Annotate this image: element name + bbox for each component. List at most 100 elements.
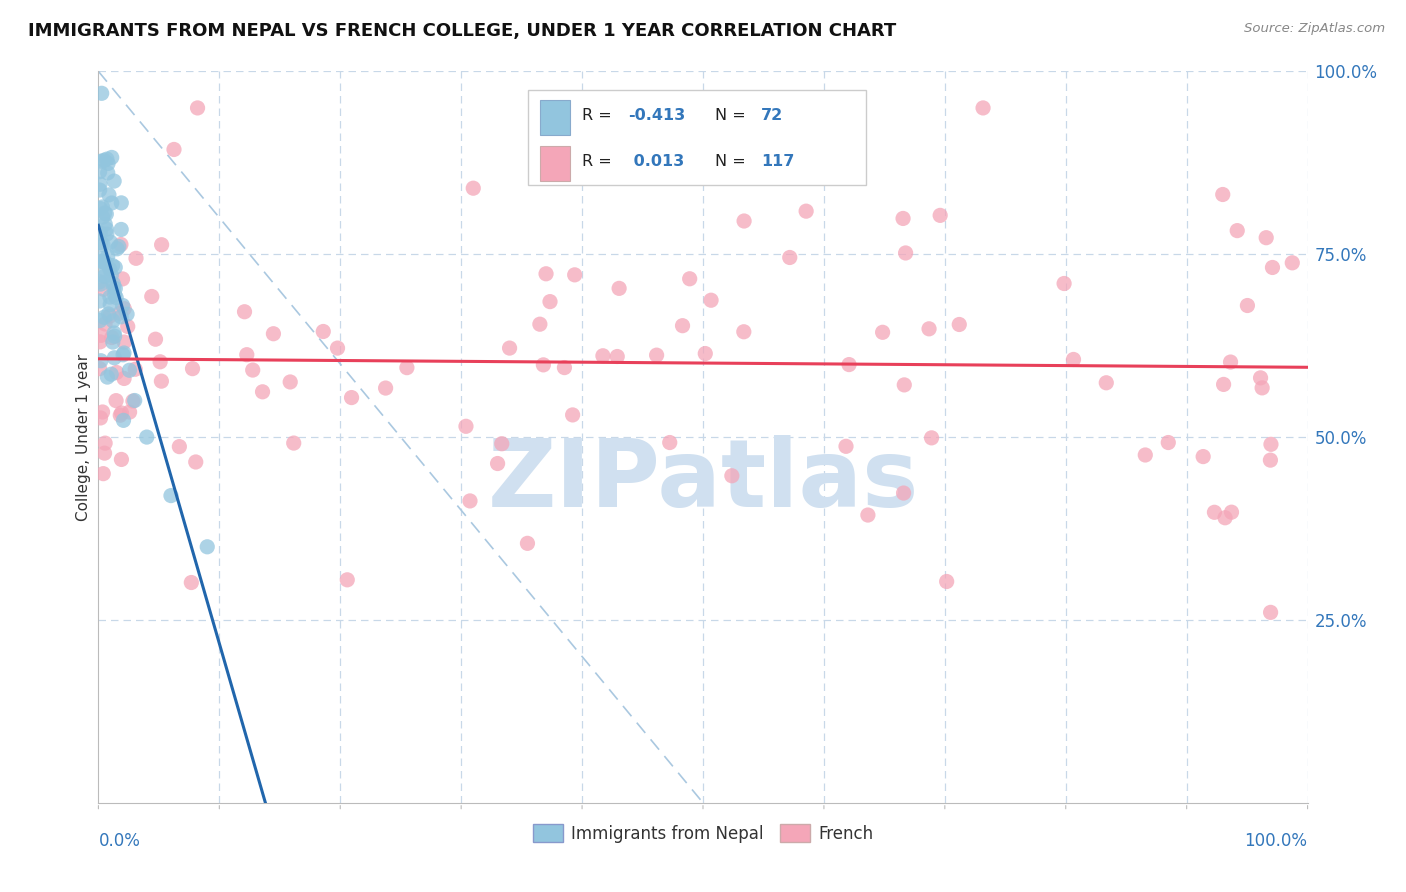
Point <box>160 489 183 503</box>
Point <box>607 281 630 295</box>
Point <box>94 206 117 220</box>
Point <box>104 329 127 343</box>
Point <box>187 101 209 115</box>
Point <box>89 183 111 197</box>
Point <box>89 164 111 178</box>
Point <box>336 573 359 587</box>
Point <box>98 290 121 304</box>
Point <box>103 174 125 188</box>
Point <box>935 574 957 589</box>
Point <box>661 169 683 183</box>
Point <box>1204 505 1226 519</box>
Point <box>93 269 115 284</box>
Point <box>195 540 218 554</box>
Point <box>89 202 111 216</box>
Point <box>110 406 132 420</box>
Point <box>108 239 131 253</box>
Point <box>1226 224 1249 238</box>
Point <box>104 260 127 275</box>
Point <box>110 408 132 422</box>
Point <box>283 436 305 450</box>
Text: N =: N = <box>716 108 751 123</box>
Point <box>89 275 111 289</box>
Point <box>262 326 284 341</box>
Point <box>531 358 554 372</box>
Point <box>89 411 111 425</box>
Point <box>169 440 191 454</box>
Point <box>97 166 120 180</box>
Point <box>150 374 173 388</box>
Point <box>94 264 117 278</box>
Point <box>115 307 138 321</box>
Point <box>97 307 120 321</box>
Point <box>98 309 121 323</box>
Point <box>1261 260 1284 275</box>
Point <box>592 349 614 363</box>
Point <box>90 353 112 368</box>
Point <box>94 436 117 450</box>
Point <box>1063 352 1085 367</box>
Point <box>326 341 349 355</box>
Point <box>112 301 135 316</box>
Point <box>100 196 122 211</box>
Point <box>948 318 970 332</box>
Text: R =: R = <box>582 108 617 123</box>
Point <box>921 431 943 445</box>
Point <box>104 281 127 295</box>
Point <box>233 304 256 318</box>
Point <box>103 277 125 291</box>
Point <box>105 366 128 380</box>
Point <box>486 457 509 471</box>
Text: 100.0%: 100.0% <box>1244 832 1308 850</box>
Point <box>97 249 120 263</box>
Point <box>97 156 120 170</box>
Point <box>90 235 112 250</box>
Point <box>180 575 202 590</box>
Point <box>93 282 115 296</box>
Point <box>101 314 124 328</box>
Point <box>112 334 135 349</box>
Point <box>561 408 583 422</box>
Point <box>529 317 551 331</box>
Point <box>534 267 557 281</box>
Point <box>454 419 477 434</box>
Text: -0.413: -0.413 <box>628 108 685 123</box>
Point <box>838 358 860 372</box>
Point <box>101 335 124 350</box>
Point <box>516 536 538 550</box>
Text: ZIPatlas: ZIPatlas <box>488 435 918 527</box>
Point <box>1212 377 1234 392</box>
Point <box>101 259 124 273</box>
Point <box>1219 355 1241 369</box>
Point <box>184 455 207 469</box>
Point <box>972 101 994 115</box>
Point <box>1260 453 1282 467</box>
Point <box>1260 606 1282 620</box>
Point <box>90 254 112 268</box>
Point <box>125 252 148 266</box>
Point <box>658 435 681 450</box>
Point <box>118 405 141 419</box>
Point <box>1095 376 1118 390</box>
Point <box>110 310 132 324</box>
Point <box>89 334 111 349</box>
Point <box>90 328 112 343</box>
Point <box>103 326 125 340</box>
Point <box>91 210 114 224</box>
Point <box>794 204 817 219</box>
Point <box>1220 505 1243 519</box>
Point <box>124 362 146 376</box>
Point <box>100 151 122 165</box>
Point <box>893 377 915 392</box>
Point <box>91 467 114 481</box>
Y-axis label: College, Under 1 year: College, Under 1 year <box>76 353 91 521</box>
Point <box>893 486 915 500</box>
Point <box>491 436 513 450</box>
Point <box>112 346 135 360</box>
Point <box>856 508 879 522</box>
Point <box>110 237 132 252</box>
Point <box>1212 187 1234 202</box>
Point <box>498 341 520 355</box>
Point <box>98 297 121 311</box>
Point <box>124 393 146 408</box>
